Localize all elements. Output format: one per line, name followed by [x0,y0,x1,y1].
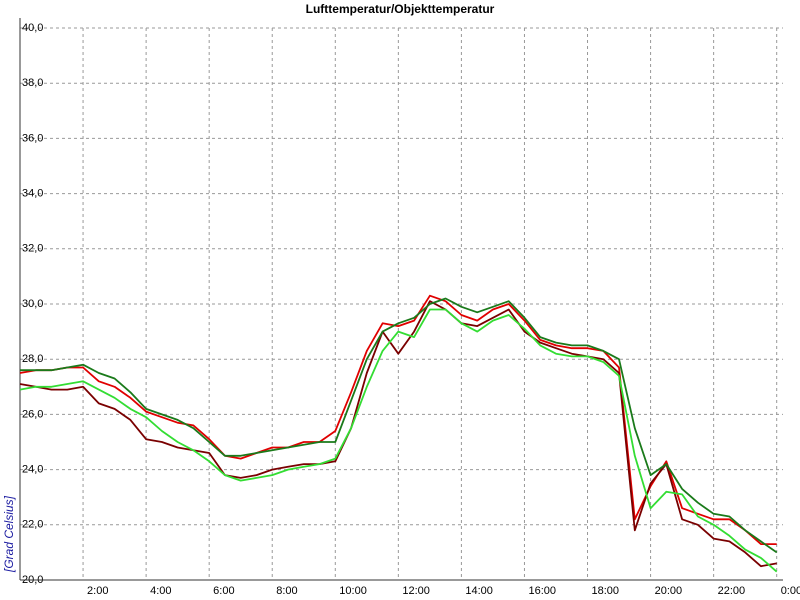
series-line [19,300,777,568]
x-tick-label: 14:00 [465,585,493,597]
y-tick-label: 22,0 [22,519,43,531]
y-tick-label: 34,0 [22,188,43,200]
x-tick-label: 4:00 [150,585,171,597]
x-tick-label: 18:00 [592,585,620,597]
series-line [19,308,778,573]
x-tick-label: 16:00 [528,585,556,597]
x-tick-label: 0:00 [781,585,800,597]
y-tick-label: 30,0 [22,298,43,310]
y-tick-label: 40,0 [22,22,43,34]
x-tick-label: 20:00 [655,585,683,597]
y-tick-label: 36,0 [22,132,43,144]
x-tick-label: 22:00 [718,585,746,597]
y-tick-label: 26,0 [22,408,43,420]
chart-title: Lufttemperatur/Objekttemperatur [306,2,495,16]
x-tick-label: 8:00 [276,585,297,597]
y-tick-label: 24,0 [22,464,43,476]
x-tick-label: 12:00 [402,585,430,597]
y-tick-label: 38,0 [22,77,43,89]
y-tick-label: 32,0 [22,243,43,255]
series-line [20,297,778,554]
x-tick-label: 2:00 [87,585,108,597]
x-tick-label: 10:00 [339,585,367,597]
y-axis-label: [Grad Celsius] [2,495,16,573]
x-tick-label: 6:00 [213,585,234,597]
y-tick-label: 28,0 [22,353,43,365]
